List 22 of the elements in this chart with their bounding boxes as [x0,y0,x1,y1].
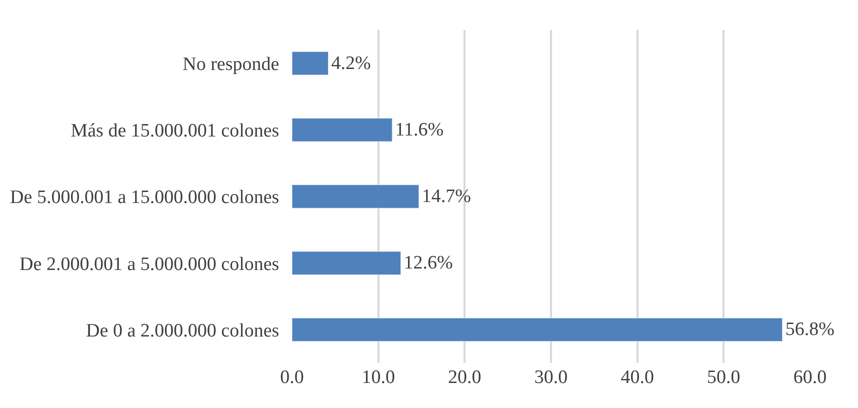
y-tick-label: De 5.000.001 a 15.000.000 colones [10,187,280,208]
bar [292,118,392,142]
data-label: 4.2% [331,52,372,74]
bar [292,51,329,76]
x-tick-label: 0.0 [280,367,304,388]
y-tick-label: Más de 15.000.001 colones [70,120,280,142]
data-label: 56.8% [785,319,835,340]
bar [292,184,420,208]
x-tick-label: 10.0 [362,367,395,388]
x-tick-label: 60.0 [793,367,827,388]
x-tick-label: 40.0 [620,367,654,388]
data-label: 14.7% [422,186,472,207]
x-tick-label: 20.0 [448,367,482,388]
y-tick-label: De 2.000.001 a 5.000.000 colones [20,254,280,275]
data-label: 11.6% [395,119,444,140]
data-label: 12.6% [404,252,454,274]
x-tick-label: 50.0 [707,367,740,388]
x-tick-label: 30.0 [534,367,568,388]
y-tick-label: No responde [182,54,280,75]
bar [292,318,783,342]
bar [292,251,402,276]
y-tick-label: De 0 a 2.000.000 colones [86,320,280,342]
